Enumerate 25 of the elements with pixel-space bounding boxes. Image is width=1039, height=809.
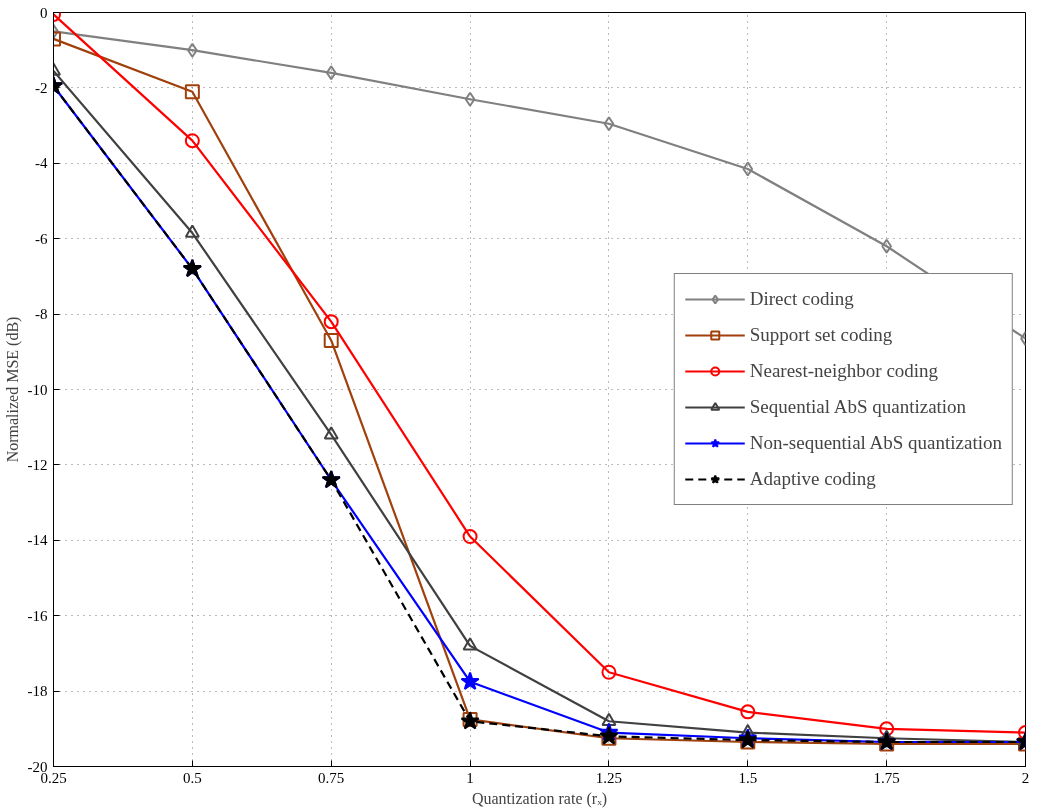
- legend-label: Adaptive coding: [749, 467, 876, 491]
- x-tick-label: 2: [1021, 769, 1030, 786]
- y-tick-label: -6: [35, 230, 48, 247]
- legend-label: Non-sequential AbS quantization: [749, 431, 1002, 455]
- x-tick-label: 0.5: [182, 769, 202, 786]
- y-tick-label: -2: [35, 79, 48, 96]
- y-tick-label: -10: [27, 381, 48, 398]
- legend-label: Support set coding: [749, 323, 893, 347]
- x-tick-label: 1.5: [738, 769, 758, 786]
- x-tick-label: 0.75: [318, 769, 345, 786]
- y-axis-title: Normalized MSE (dB): [3, 316, 22, 463]
- x-tick-label: 1.25: [595, 769, 623, 786]
- legend-label: Direct coding: [749, 287, 854, 311]
- legend-label: Nearest-neighbor coding: [749, 359, 939, 383]
- legend-label: Sequential AbS quantization: [749, 395, 967, 419]
- y-tick-label: -14: [27, 532, 48, 549]
- y-tick-label: -12: [27, 456, 48, 473]
- y-tick-label: -16: [27, 607, 48, 624]
- x-tick-label: 1: [466, 769, 474, 786]
- x-tick-label: 1.75: [873, 769, 900, 786]
- y-tick-label: 0: [40, 4, 48, 21]
- y-tick-label: -8: [35, 306, 48, 323]
- x-axis-title: Quantization rate (rₓ): [471, 789, 608, 808]
- y-tick-label: -4: [35, 155, 48, 172]
- y-tick-label: -18: [27, 683, 48, 700]
